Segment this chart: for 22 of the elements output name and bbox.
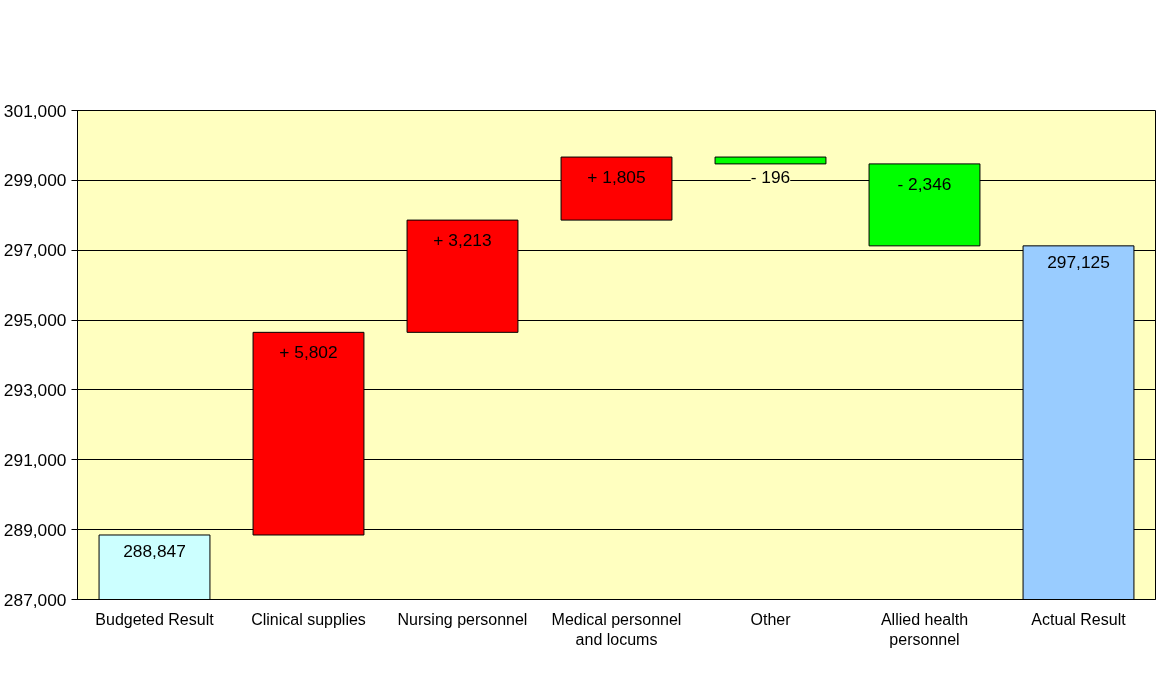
y-tick-label: 297,000 xyxy=(3,240,67,261)
data-label: 297,125 xyxy=(1047,251,1110,272)
data-label: + 5,802 xyxy=(279,342,338,363)
x-tick-label: Medical personnel and locums xyxy=(551,610,682,648)
data-label: + 3,213 xyxy=(433,230,492,251)
data-label: - 196 xyxy=(750,167,791,188)
data-label: - 2,346 xyxy=(897,173,952,194)
y-tick-label: 289,000 xyxy=(3,519,67,540)
y-tick-label: 291,000 xyxy=(3,449,67,470)
x-tick-label: Actual Result xyxy=(1031,610,1127,628)
y-tick-label: 287,000 xyxy=(3,589,67,610)
x-tick-label: Nursing personnel xyxy=(397,610,528,628)
y-tick-label: 293,000 xyxy=(3,379,67,400)
y-tick-label: 301,000 xyxy=(3,100,67,121)
x-tick-label: Other xyxy=(750,610,792,628)
x-tick-label: Clinical supplies xyxy=(251,610,366,628)
y-tick-label: 295,000 xyxy=(3,310,67,331)
x-tick-label: Budgeted Result xyxy=(95,610,215,628)
data-label: 288,847 xyxy=(123,540,186,561)
y-tick-label: 299,000 xyxy=(3,170,67,191)
x-tick-label: Allied health personnel xyxy=(880,610,969,648)
data-label: + 1,805 xyxy=(587,167,646,188)
